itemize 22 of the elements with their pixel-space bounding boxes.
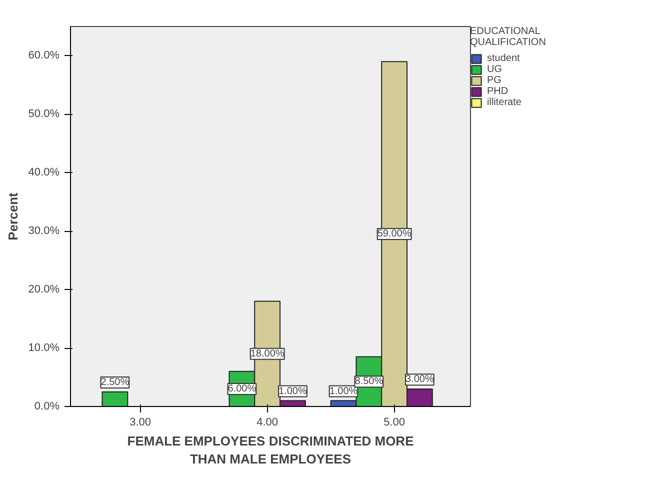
legend-label: UG: [487, 64, 503, 75]
y-tick-label: 60.0%: [28, 50, 60, 62]
y-tick-label: 40.0%: [28, 166, 60, 179]
x-axis-title: FEMALE EMPLOYEES DISCRIMINATED MORE THAN MALE EMPLOYEES: [127, 434, 414, 466]
y-axis-title: Percent: [5, 192, 20, 240]
bar: [102, 391, 128, 406]
y-tick-label: 0.0%: [34, 400, 60, 412]
y-tick-label: 30.0%: [28, 225, 60, 238]
y-tick-label: 50.0%: [28, 108, 60, 120]
y-tick-label: 20.0%: [28, 284, 60, 296]
y-tick-label: 10.0%: [28, 342, 60, 354]
legend-title: EDUCATIONAL QUALIFICATION: [470, 26, 546, 48]
legend-label: student: [487, 53, 520, 64]
legend-label: PHD: [487, 86, 508, 97]
legend-label: illiterate: [487, 97, 522, 108]
data-label: 1.00%: [278, 386, 308, 397]
data-label: 3.00%: [406, 374, 434, 386]
data-label: 18.00%: [250, 348, 284, 360]
legend-label: PG: [487, 75, 502, 86]
x-tick-label: 3.00: [130, 416, 152, 428]
x-tick-label: 5.00: [384, 416, 406, 428]
x-tick-label: 4.00: [256, 416, 278, 428]
